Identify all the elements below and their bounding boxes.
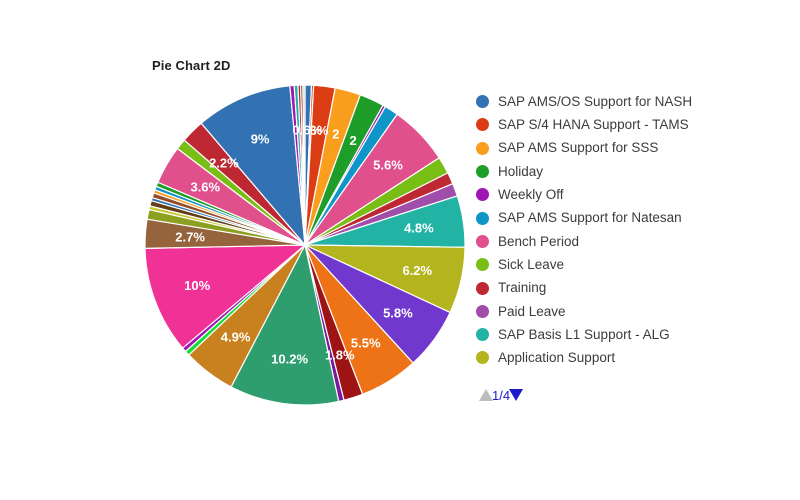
pie-slice-label: 4.8% (404, 221, 434, 236)
chart-title: Pie Chart 2D (152, 58, 231, 73)
legend-item-label: SAP AMS Support for Natesan (498, 210, 682, 226)
legend-item[interactable]: Application Support (476, 346, 776, 369)
legend-item-label: SAP Basis L1 Support - ALG (498, 326, 670, 342)
legend-item-label: SAP AMS Support for SSS (498, 140, 659, 156)
triangle-up-icon[interactable] (479, 389, 493, 401)
pie-slice-label: 1.8% (325, 347, 355, 362)
pie-slice[interactable] (200, 85, 306, 247)
pie-slice-group[interactable] (145, 84, 466, 406)
pie-slice-label: 2.7% (175, 229, 205, 244)
pie-slice[interactable] (302, 84, 306, 246)
pie-slice-label: 6.2% (402, 263, 432, 278)
legend-item-label: SAP AMS/OS Support for NASH (498, 93, 693, 109)
chart-legend: SAP AMS/OS Support for NASH SAP S/4 HANA … (476, 90, 776, 370)
legend-item-label: Weekly Off (498, 187, 564, 203)
pie-slice-label: 5.6% (373, 158, 403, 173)
legend-item[interactable]: Bench Period (476, 230, 776, 253)
legend-item-label: Paid Leave (498, 303, 566, 319)
pie-slice-label: 10.2% (271, 352, 308, 367)
legend-pager[interactable]: 1/4 (479, 387, 524, 403)
legend-item[interactable]: SAP Basis L1 Support - ALG (476, 323, 776, 346)
pie-slice[interactable] (145, 244, 307, 349)
legend-item[interactable]: SAP AMS Support for Natesan (476, 206, 776, 229)
pie-slice-label: 10% (184, 278, 210, 293)
legend-swatch-icon (476, 188, 489, 202)
legend-swatch-icon (476, 304, 489, 318)
legend-item[interactable]: Paid Leave (476, 300, 776, 323)
legend-swatch-icon (476, 351, 489, 365)
legend-item-label: Application Support (498, 350, 616, 366)
legend-swatch-icon (476, 118, 489, 132)
legend-item[interactable]: SAP AMS Support for SSS (476, 137, 776, 160)
pie-slice-label: 9% (251, 131, 270, 146)
legend-item-label: Training (498, 280, 547, 296)
pie-slice-label: 3.6% (190, 180, 220, 195)
legend-item[interactable]: Sick Leave (476, 253, 776, 276)
legend-swatch-icon (476, 328, 489, 342)
pie-plot-area: 0.6% 6% 2 2 5.6% 4.8% 6.2% 5.8% 5.5% 1.8% 10.2% 4.9… (145, 80, 470, 410)
legend-swatch-icon (476, 165, 489, 179)
triangle-down-icon[interactable] (509, 389, 524, 401)
legend-item-label: Bench Period (498, 233, 580, 249)
legend-item-label: SAP S/4 HANA Support - TAMS (498, 117, 689, 133)
pie-slice-label: 0.6% (292, 122, 322, 137)
pie-slice-label: 5.5% (351, 335, 381, 350)
legend-item-label: Holiday (498, 163, 544, 179)
pie-slice-label: 5.8% (383, 306, 413, 321)
pie-svg: 0.6%6% 2 25.6%4.8%6.2%5.8%5.5%1.8%10.2%4.9… (145, 84, 466, 406)
pie-slice[interactable] (230, 243, 340, 406)
pie-slice-label: 2.2% (209, 156, 239, 171)
pie-slice-label: 2 (332, 127, 339, 142)
pie-label-group: 0.6%6% 2 25.6%4.8%6.2%5.8%5.5%1.8%10.2%4.9… (175, 122, 434, 366)
pie-slice-label: 2 (349, 133, 356, 148)
legend-item[interactable]: Training (476, 276, 776, 299)
legend-item[interactable]: Holiday (476, 160, 776, 183)
legend-item[interactable]: SAP AMS/OS Support for NASH (476, 90, 776, 113)
legend-swatch-icon (476, 141, 489, 155)
legend-swatch-icon (476, 281, 489, 295)
legend-item[interactable]: Weekly Off (476, 183, 776, 206)
legend-swatch-icon (476, 211, 489, 225)
pie-slice-label: 6% (310, 123, 329, 138)
pager-page-indicator: 1/4 (492, 387, 511, 403)
pie-slice-label: 4.9% (221, 329, 251, 344)
legend-swatch-icon (476, 95, 489, 109)
legend-swatch-icon (476, 258, 489, 272)
legend-swatch-icon (476, 234, 489, 248)
legend-item-label: Sick Leave (498, 256, 565, 272)
legend-item[interactable]: SAP S/4 HANA Support - TAMS (476, 113, 776, 136)
